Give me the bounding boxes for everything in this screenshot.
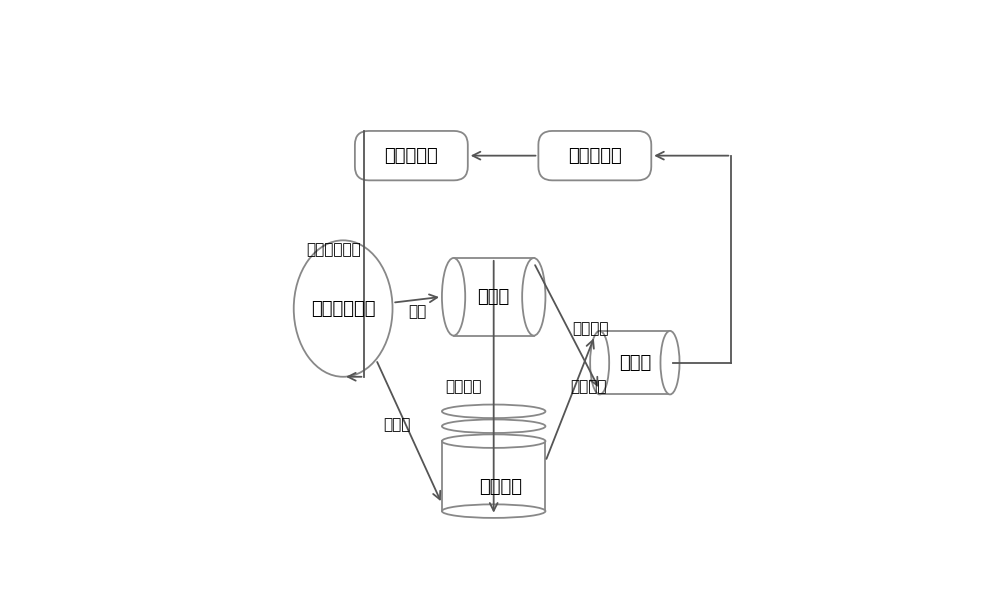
Text: 创建多个: 创建多个: [572, 321, 608, 336]
Text: 获取任务: 获取任务: [571, 379, 607, 394]
Text: 网页解析器: 网页解析器: [384, 147, 438, 164]
Text: 任务队列: 任务队列: [479, 478, 522, 496]
FancyBboxPatch shape: [355, 131, 468, 180]
Text: 爬虫控制中心: 爬虫控制中心: [311, 299, 375, 318]
Text: 初始化: 初始化: [384, 417, 411, 432]
Ellipse shape: [442, 404, 545, 418]
Ellipse shape: [522, 258, 545, 335]
Bar: [454, 258, 534, 335]
Ellipse shape: [294, 240, 393, 377]
Ellipse shape: [442, 434, 545, 448]
Text: 子爬虫: 子爬虫: [619, 354, 651, 371]
Bar: [442, 441, 545, 511]
FancyBboxPatch shape: [538, 131, 651, 180]
Ellipse shape: [442, 258, 465, 335]
Text: 启动: 启动: [408, 304, 426, 319]
Text: 添加任务: 添加任务: [445, 379, 481, 394]
Ellipse shape: [442, 420, 545, 433]
Bar: [600, 331, 670, 395]
Ellipse shape: [442, 504, 545, 518]
Text: 文件下载器: 文件下载器: [568, 147, 622, 164]
Text: 解析初始种子: 解析初始种子: [306, 242, 361, 257]
Ellipse shape: [590, 331, 609, 395]
Ellipse shape: [660, 331, 680, 395]
Text: 主爬虫: 主爬虫: [478, 288, 510, 306]
